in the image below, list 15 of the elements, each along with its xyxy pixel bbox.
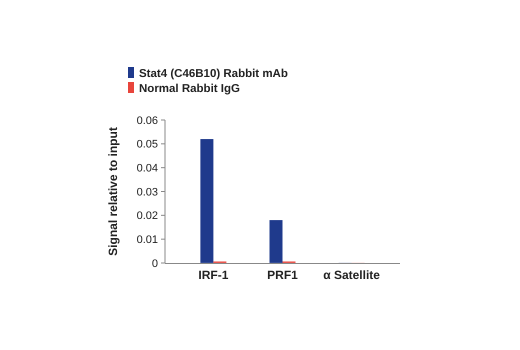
y-tick-label: 0.05 [136, 138, 158, 151]
x-tick-label: IRF-1 [198, 268, 229, 282]
bar [200, 139, 214, 263]
y-tick-label: 0.04 [136, 162, 158, 175]
y-tick-label: 0.06 [136, 114, 158, 127]
y-tick-label: 0.03 [136, 186, 158, 198]
x-tick-label: PRF1 [267, 268, 298, 282]
y-tick-label: 0.02 [136, 210, 158, 222]
bar [270, 220, 282, 263]
y-axis-title: Signal relative to input [106, 127, 120, 256]
legend-label: Normal Rabbit IgG [139, 83, 240, 95]
y-tick-label: 0 [152, 258, 158, 270]
x-tick-label: α Satellite [323, 268, 380, 282]
y-tick-label: 0.01 [136, 234, 158, 246]
legend-label: Stat4 (C46B10) Rabbit mAb [139, 68, 288, 80]
